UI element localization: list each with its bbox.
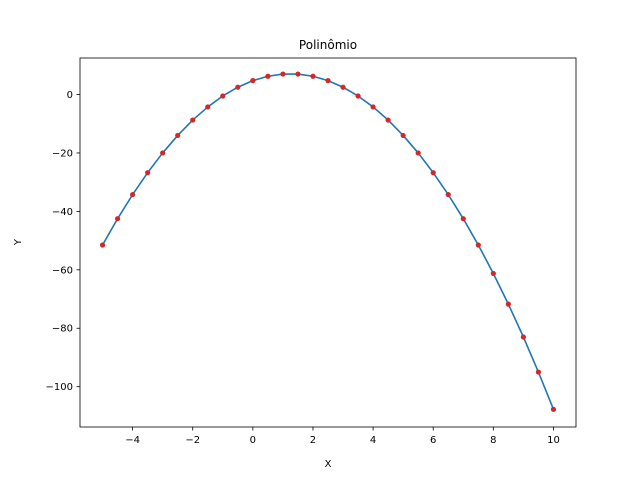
data-point: [475, 242, 481, 248]
y-tick-label: −20: [52, 148, 73, 159]
y-axis-label: Y: [13, 238, 24, 246]
x-tick-label: −4: [125, 435, 140, 446]
plot-layer: [99, 71, 557, 412]
data-point: [325, 78, 331, 84]
y-tick-label: −60: [52, 265, 73, 276]
data-point: [250, 78, 256, 84]
y-tick-label: −40: [52, 207, 73, 218]
data-point: [370, 104, 376, 110]
data-point: [340, 84, 346, 90]
data-point: [99, 242, 106, 248]
data-point: [130, 191, 136, 198]
data-point: [220, 93, 226, 99]
axes-frame: [79, 57, 577, 428]
data-point: [490, 270, 496, 277]
data-point: [385, 117, 391, 123]
data-point: [550, 406, 557, 412]
y-ticks: 0 −20 −40 −60 −80 −100: [46, 90, 80, 393]
data-point: [280, 71, 286, 77]
data-point: [265, 73, 271, 79]
data-point: [535, 369, 542, 375]
chart-title: Polinômio: [299, 38, 357, 52]
data-point: [114, 216, 121, 222]
x-tick-label: 8: [490, 435, 496, 446]
y-tick-label: −80: [52, 324, 73, 335]
x-axis-label: X: [325, 459, 332, 470]
series-line: [101, 73, 555, 411]
data-point: [145, 170, 151, 176]
data-point: [355, 93, 361, 99]
x-tick-label: 0: [250, 435, 256, 446]
data-point: [460, 216, 466, 222]
data-point: [205, 104, 211, 110]
x-tick-label: 6: [430, 435, 436, 446]
data-point: [235, 84, 241, 90]
y-tick-label: 0: [67, 90, 73, 101]
x-tick-label: 4: [370, 435, 376, 446]
data-point: [445, 191, 451, 198]
data-point: [160, 150, 166, 156]
data-point: [415, 150, 421, 156]
data-point: [190, 117, 196, 123]
y-tick-label: −100: [46, 382, 73, 393]
data-point: [295, 71, 301, 77]
data-point: [505, 301, 511, 307]
data-point: [175, 132, 181, 139]
data-point: [520, 334, 526, 340]
data-point: [400, 132, 406, 139]
x-tick-label: −2: [185, 435, 200, 446]
x-tick-label: 10: [547, 435, 560, 446]
data-point: [310, 73, 316, 79]
x-ticks: −4 −2 0 2 4 6 8 10: [125, 427, 560, 446]
x-tick-label: 2: [310, 435, 316, 446]
data-point: [430, 170, 436, 176]
